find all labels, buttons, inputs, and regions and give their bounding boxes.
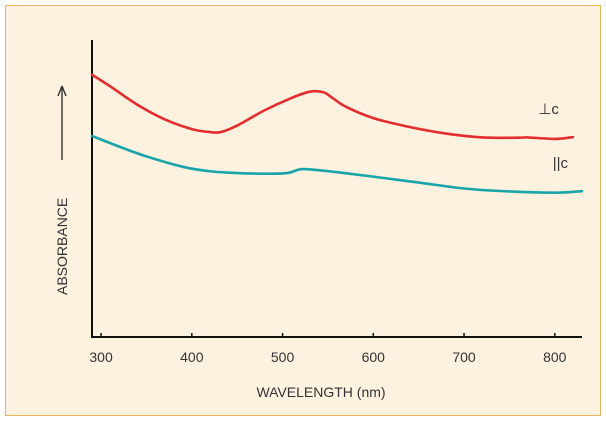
chart-frame — [5, 5, 601, 416]
series-line-0 — [90, 73, 575, 141]
x-tick-label: 500 — [271, 349, 295, 365]
x-axis-title: WAVELENGTH (nm) — [256, 384, 385, 400]
y-axis-title: ABSORBANCE — [54, 198, 70, 295]
series-line-1 — [90, 134, 584, 194]
series-label-0: ⊥c — [538, 101, 559, 118]
series-label-1: ||c — [553, 155, 569, 172]
y-axis-title-group: ABSORBANCE — [54, 85, 70, 295]
x-tick-label: 400 — [180, 349, 204, 365]
x-tick-label: 600 — [362, 349, 386, 365]
y-axis-arrow-icon — [57, 85, 67, 97]
series-lines — [90, 73, 584, 194]
series-labels: ⊥c ||c — [538, 101, 568, 172]
x-tick-label: 300 — [89, 349, 113, 365]
axes — [91, 40, 582, 338]
x-ticks: 300 400 500 600 700 800 — [89, 333, 567, 365]
x-tick-label: 700 — [452, 349, 476, 365]
x-tick-label: 800 — [543, 349, 567, 365]
